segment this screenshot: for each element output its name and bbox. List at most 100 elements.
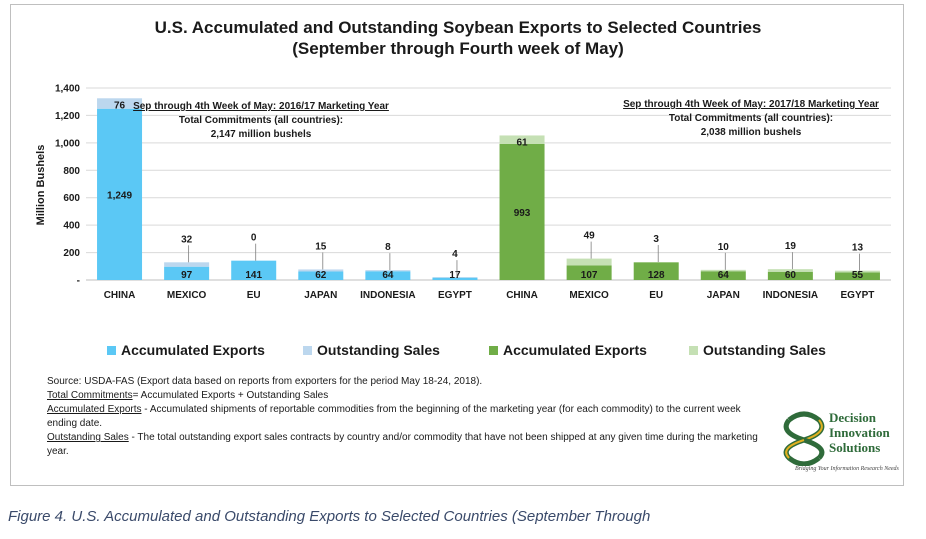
logo-line1: Decision xyxy=(829,410,876,425)
legend-item: Outstanding Sales xyxy=(303,342,440,358)
legend-label: Outstanding Sales xyxy=(703,342,826,358)
x-tick-label: EU xyxy=(649,290,663,301)
data-label-outstanding: 10 xyxy=(718,242,730,253)
bar-accumulated-exports xyxy=(231,260,277,280)
legend-label: Accumulated Exports xyxy=(121,342,265,358)
outstanding-sales-note: Outstanding Sales - The total outstandin… xyxy=(47,431,767,459)
bar-outstanding-sales xyxy=(164,262,210,267)
bar-outstanding-sales xyxy=(432,277,478,278)
annotation-left-line3: 2,147 million bushels xyxy=(211,129,312,140)
chart-frame: U.S. Accumulated and Outstanding Soybean… xyxy=(10,4,904,486)
data-label-accumulated: 107 xyxy=(581,270,598,281)
bar-outstanding-sales xyxy=(298,269,344,272)
legend-item: Outstanding Sales xyxy=(689,342,826,358)
total-commitments-term: Total Commitments xyxy=(47,390,133,401)
chart-title-line2: (September through Fourth week of May) xyxy=(292,39,624,58)
data-label-accumulated: 97 xyxy=(181,270,193,281)
x-tick-label: CHINA xyxy=(104,290,136,301)
x-tick-label: INDONESIA xyxy=(360,290,416,301)
data-label-accumulated: 55 xyxy=(852,270,864,281)
figure-caption: Figure 4. U.S. Accumulated and Outstandi… xyxy=(8,508,651,525)
accumulated-exports-note: Accumulated Exports - Accumulated shipme… xyxy=(47,403,767,431)
logo-line2: Innovation xyxy=(829,425,890,440)
data-label-accumulated: 60 xyxy=(785,270,797,281)
y-tick-label: 1,000 xyxy=(55,138,80,149)
legend-item: Accumulated Exports xyxy=(489,342,647,358)
logo-wordmark: Decision Innovation Solutions xyxy=(829,410,890,455)
chart-title-line1: U.S. Accumulated and Outstanding Soybean… xyxy=(154,18,762,37)
legend-item: Accumulated Exports xyxy=(107,342,265,358)
data-label-outstanding: 13 xyxy=(852,243,864,254)
legend-swatch xyxy=(489,345,498,355)
bar-outstanding-sales xyxy=(365,270,411,272)
data-label-accumulated: 64 xyxy=(382,270,394,281)
bar-outstanding-sales xyxy=(566,258,612,266)
data-label-accumulated: 62 xyxy=(315,270,327,281)
bar-accumulated-exports xyxy=(767,271,813,280)
bar-outstanding-sales xyxy=(499,135,545,144)
x-tick-label: INDONESIA xyxy=(763,290,819,301)
bar-accumulated-exports xyxy=(432,277,478,280)
x-tick-label: EGYPT xyxy=(841,290,875,301)
chart-notes: Source: USDA-FAS (Export data based on r… xyxy=(47,375,767,459)
y-tick-label: 1,400 xyxy=(55,84,80,95)
legend-swatch xyxy=(689,345,698,355)
data-label-outstanding: 61 xyxy=(516,137,528,148)
y-tick-label: 400 xyxy=(63,221,80,232)
outstanding-sales-def: - The total outstanding export sales con… xyxy=(47,432,758,457)
data-label-accumulated: 17 xyxy=(449,270,461,281)
annotation-left-line2: Total Commitments (all countries): xyxy=(179,115,343,126)
data-label-outstanding: 76 xyxy=(114,100,126,111)
accumulated-exports-def: - Accumulated shipments of reportable co… xyxy=(47,404,741,429)
legend-label: Outstanding Sales xyxy=(317,342,440,358)
bar-accumulated-exports xyxy=(97,108,143,280)
annotation-right-line3: 2,038 million bushels xyxy=(701,127,802,138)
x-tick-label: MEXICO xyxy=(167,290,207,301)
outstanding-sales-term: Outstanding Sales xyxy=(47,432,129,443)
total-commitments-note: Total Commitments= Accumulated Exports +… xyxy=(47,389,767,403)
bar-accumulated-exports xyxy=(700,271,746,280)
data-label-outstanding: 19 xyxy=(785,241,797,252)
annotation-right-heading: Sep through 4th Week of May: 2017/18 Mar… xyxy=(623,99,879,110)
y-tick-label: 200 xyxy=(63,248,80,259)
data-label-outstanding: 3 xyxy=(653,234,659,245)
data-label-accumulated: 64 xyxy=(718,270,730,281)
accumulated-exports-term: Accumulated Exports xyxy=(47,404,142,415)
logo-line3: Solutions xyxy=(829,440,881,455)
legend-swatch xyxy=(303,345,312,355)
legend-label: Accumulated Exports xyxy=(503,342,647,358)
bar-accumulated-exports xyxy=(633,262,679,280)
y-axis-label: Million Bushels xyxy=(35,145,47,226)
logo-tagline: Bridging Your Information Research Needs xyxy=(795,466,899,472)
data-label-outstanding: 15 xyxy=(315,241,327,252)
bar-accumulated-exports xyxy=(834,272,880,280)
data-label-outstanding: 32 xyxy=(181,234,193,245)
x-tick-label: EGYPT xyxy=(438,290,472,301)
data-label-outstanding: 0 xyxy=(251,233,257,244)
x-tick-label: CHINA xyxy=(506,290,538,301)
bar-accumulated-exports xyxy=(164,266,210,280)
chart-title: U.S. Accumulated and Outstanding Soybean… xyxy=(11,17,905,59)
bar-outstanding-sales xyxy=(97,98,143,109)
data-label-outstanding: 8 xyxy=(385,242,391,253)
data-label-accumulated: 993 xyxy=(514,208,531,219)
annotation-right-line2: Total Commitments (all countries): xyxy=(669,113,833,124)
source-note: Source: USDA-FAS (Export data based on r… xyxy=(47,376,483,387)
x-tick-label: JAPAN xyxy=(707,290,740,301)
bar-accumulated-exports xyxy=(365,271,411,280)
company-logo: Decision Innovation Solutions Bridging Y… xyxy=(781,410,901,480)
y-tick-label: - xyxy=(77,276,80,287)
bar-accumulated-exports xyxy=(499,143,545,280)
data-label-accumulated: 141 xyxy=(245,270,262,281)
y-tick-label: 800 xyxy=(63,166,80,177)
legend: Accumulated Exports Outstanding Sales Accu… xyxy=(11,342,905,364)
legend-swatch xyxy=(107,345,116,355)
total-commitments-def: = Accumulated Exports + Outstanding Sale… xyxy=(132,390,329,401)
bar-outstanding-sales xyxy=(834,270,880,273)
data-label-outstanding: 4 xyxy=(452,249,458,260)
x-tick-label: JAPAN xyxy=(304,290,337,301)
y-tick-label: 600 xyxy=(63,193,80,204)
data-label-accumulated: 128 xyxy=(648,270,665,281)
bar-accumulated-exports xyxy=(566,265,612,280)
